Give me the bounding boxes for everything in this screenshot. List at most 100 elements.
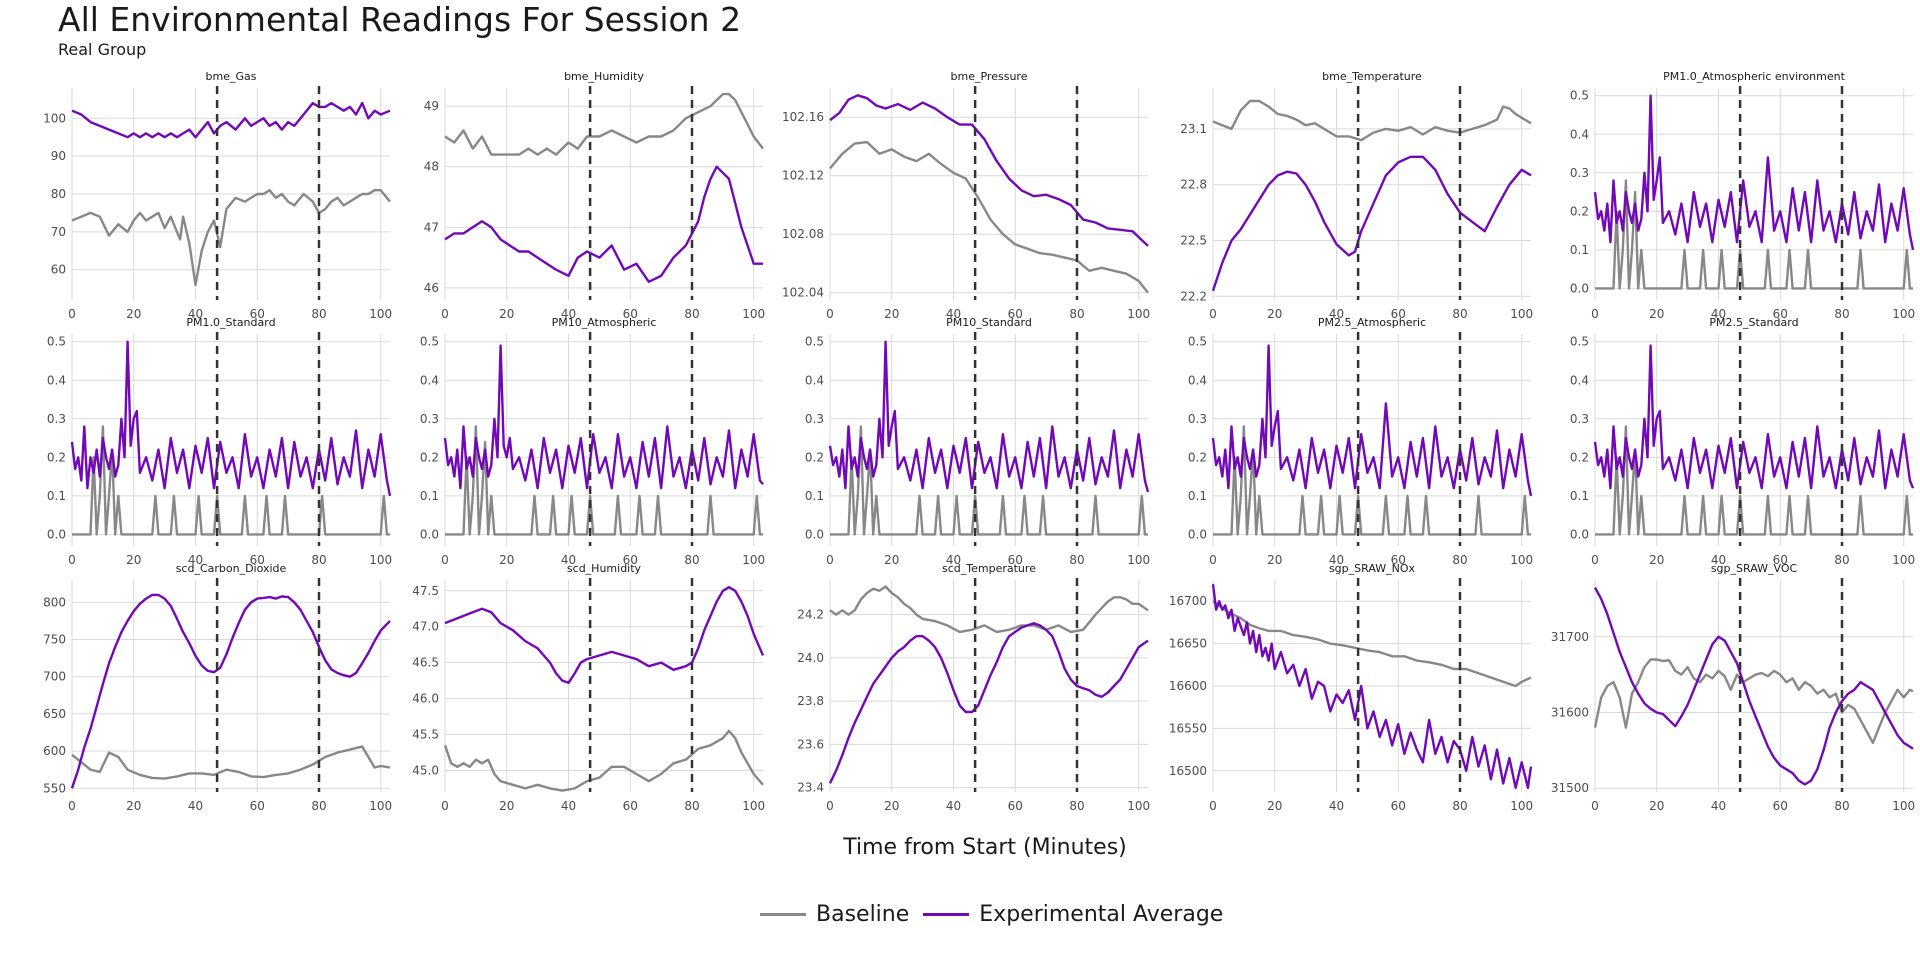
legend-label-baseline: Baseline	[816, 902, 910, 927]
x-tick-label: 20	[1649, 553, 1664, 567]
y-tick-label: 102.16	[782, 110, 824, 124]
baseline-line	[830, 425, 1148, 536]
x-tick-label: 100	[1892, 553, 1915, 567]
x-tick-label: 60	[1008, 799, 1023, 813]
y-tick-label: 0.3	[1570, 412, 1589, 426]
y-tick-label: 22.8	[1180, 178, 1207, 192]
y-tick-label: 16600	[1169, 679, 1207, 693]
y-tick-label: 0.4	[1570, 373, 1589, 387]
facet-12: 23.4 23.6 23.8 24.0 24.2 0 20 40 60 80 100 scd_Temp…	[797, 562, 1150, 813]
x-tick-label: 60	[1008, 553, 1023, 567]
y-tick-label: 0.3	[1570, 166, 1589, 180]
x-tick-label: 60	[1391, 553, 1406, 567]
baseline-line	[71, 745, 391, 780]
x-tick-label: 80	[1069, 799, 1084, 813]
experimental-line	[828, 622, 1149, 784]
y-tick-label: 0.4	[1570, 127, 1589, 141]
y-tick-label: 0.1	[420, 489, 439, 503]
y-tick-label: 46.5	[412, 656, 439, 670]
facet-10: 550 600 650 700 750 800 0 20 40 60 80 100 scd_Carbon…	[43, 562, 392, 813]
x-tick-label: 40	[1711, 799, 1726, 813]
baseline-line	[443, 729, 764, 792]
legend-item-baseline: Baseline	[760, 902, 909, 927]
x-tick-label: 40	[561, 307, 576, 321]
facet-title: bme_Gas	[206, 70, 257, 83]
y-tick-label: 102.08	[782, 227, 824, 241]
experimental-line	[1593, 344, 1915, 490]
x-tick-label: 100	[1510, 799, 1533, 813]
x-tick-label: 40	[1329, 307, 1344, 321]
y-tick-label: 0.2	[1188, 450, 1207, 464]
experimental-line	[1211, 155, 1532, 292]
facet-title: scd_Temperature	[942, 562, 1036, 575]
y-tick-label: 0.1	[1188, 489, 1207, 503]
legend-key-experimental	[923, 913, 970, 916]
x-tick-label: 80	[1069, 307, 1084, 321]
experimental-line	[71, 101, 391, 139]
facet-title: PM2.5_Atmospheric	[1318, 316, 1426, 329]
y-tick-label: 0.2	[805, 450, 824, 464]
y-tick-label: 70	[51, 225, 66, 239]
facet-8: 0.0 0.1 0.2 0.3 0.4 0.5 0 20 40 60 80 100 PM2.5_Atmo…	[1188, 316, 1533, 567]
x-tick-label: 60	[250, 307, 265, 321]
x-tick-label: 0	[826, 799, 834, 813]
x-tick-label: 0	[441, 307, 449, 321]
y-tick-label: 0.3	[805, 412, 824, 426]
facet-9: 0.0 0.1 0.2 0.3 0.4 0.5 0 20 40 60 80 100 PM2.5_Stan…	[1570, 316, 1915, 567]
x-tick-label: 20	[126, 553, 141, 567]
x-tick-label: 20	[1267, 553, 1282, 567]
x-tick-label: 20	[1267, 799, 1282, 813]
y-tick-label: 45.0	[412, 763, 439, 777]
facet-2: 102.04 102.08 102.12 102.16 0 20 40 60 80 100 bme_…	[782, 70, 1150, 321]
y-tick-label: 16700	[1169, 594, 1207, 608]
facet-1: 46 47 48 49 0 20 40 60 80 100 bme_Humidity	[424, 70, 765, 321]
y-tick-label: 31600	[1551, 706, 1589, 720]
facet-title: PM10_Standard	[946, 316, 1032, 329]
y-tick-label: 0.2	[1570, 450, 1589, 464]
x-tick-label: 20	[884, 307, 899, 321]
legend: Baseline Experimental Average	[760, 902, 1237, 927]
y-tick-label: 0.5	[420, 335, 439, 349]
y-tick-label: 0.5	[47, 335, 66, 349]
y-tick-label: 750	[43, 633, 66, 647]
y-tick-label: 60	[51, 263, 66, 277]
x-tick-label: 0	[68, 799, 76, 813]
y-tick-label: 46	[424, 281, 439, 295]
y-tick-label: 0.4	[420, 373, 439, 387]
x-tick-label: 60	[623, 553, 638, 567]
x-tick-label: 40	[561, 553, 576, 567]
facet-0: 60 70 80 90 100 0 20 40 60 80 100 bme_Gas	[43, 70, 392, 321]
facet-title: PM10_Atmospheric	[552, 316, 657, 329]
y-tick-label: 23.4	[797, 781, 824, 795]
x-tick-label: 40	[946, 307, 961, 321]
x-tick-label: 60	[1008, 307, 1023, 321]
x-tick-label: 20	[499, 553, 514, 567]
experimental-line	[828, 340, 1150, 493]
x-tick-label: 100	[1127, 307, 1150, 321]
x-tick-label: 80	[1452, 307, 1467, 321]
y-tick-label: 80	[51, 187, 66, 201]
y-tick-label: 16550	[1169, 721, 1207, 735]
y-tick-label: 0.0	[805, 527, 824, 541]
x-tick-label: 0	[441, 553, 449, 567]
y-tick-label: 0.4	[805, 373, 824, 387]
baseline-line	[71, 188, 391, 287]
x-tick-label: 40	[1711, 307, 1726, 321]
experimental-line	[1211, 344, 1533, 497]
facet-title: sgp_SRAW_VOC	[1711, 562, 1798, 575]
y-tick-label: 0.3	[47, 412, 66, 426]
legend-label-experimental: Experimental Average	[979, 902, 1224, 927]
y-tick-label: 700	[43, 670, 66, 684]
y-tick-label: 24.2	[797, 608, 824, 622]
x-tick-label: 60	[250, 553, 265, 567]
baseline-line	[444, 92, 764, 156]
x-tick-label: 20	[1649, 307, 1664, 321]
baseline-line	[1213, 425, 1531, 536]
legend-item-experimental: Experimental Average	[923, 902, 1223, 927]
facet-13: 16500 16550 16600 16650 16700 0 20 40 60 80 100 sgp…	[1169, 562, 1533, 813]
x-tick-label: 100	[369, 307, 392, 321]
page-subtitle: Real Group	[58, 40, 147, 59]
baseline-line	[1593, 658, 1914, 744]
experimental-line	[829, 94, 1149, 247]
x-tick-label: 40	[188, 799, 203, 813]
